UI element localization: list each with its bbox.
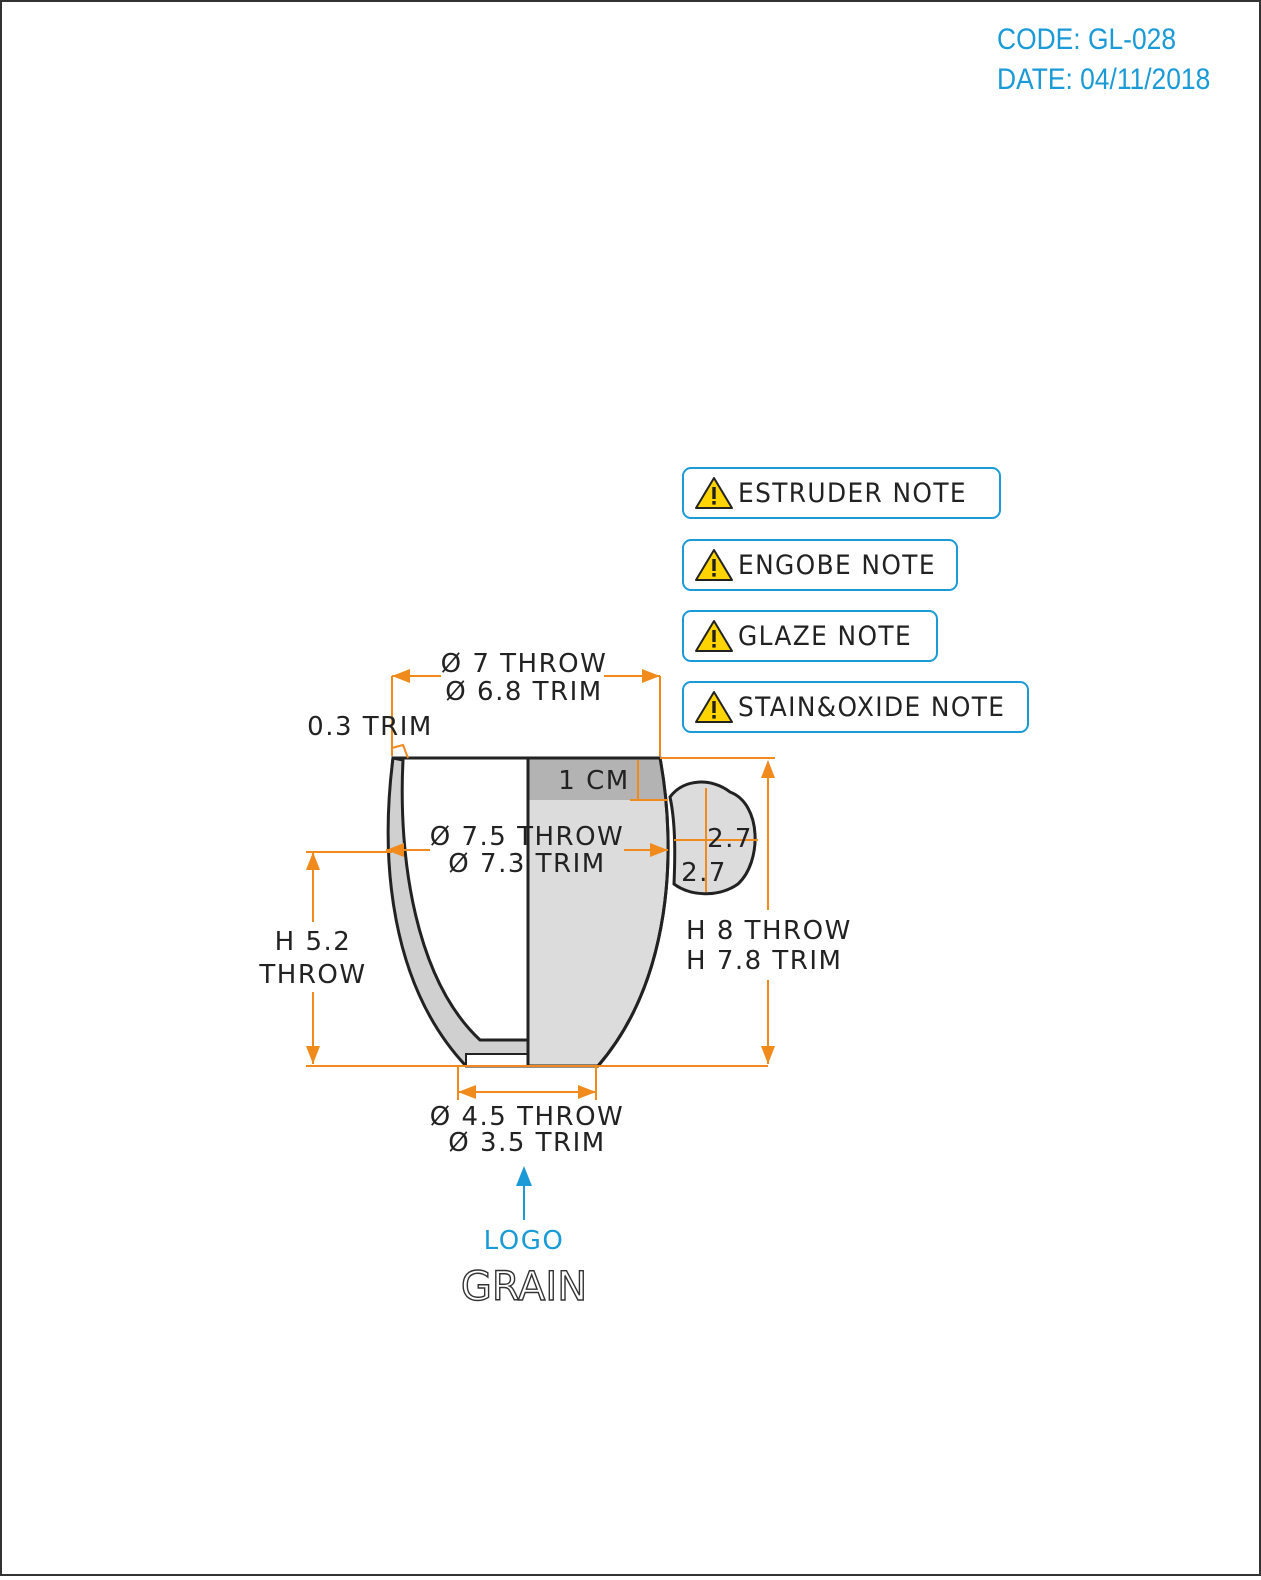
note-estruder[interactable]: ESTRUDER NOTE xyxy=(682,467,1001,519)
mid-diameter-trim: Ø 7.3 TRIM xyxy=(448,849,605,879)
wall-trim-label: 0.3 TRIM xyxy=(307,712,433,742)
note-glaze[interactable]: GLAZE NOTE xyxy=(682,610,938,662)
mid-diameter-throw: Ø 7.5 THROW xyxy=(430,822,625,852)
base-diameter-trim: Ø 3.5 TRIM xyxy=(448,1128,605,1158)
cup-exterior xyxy=(526,756,757,1068)
dimension-arrows xyxy=(306,669,775,1099)
note-stain-oxide[interactable]: STAIN&OXIDE NOTE xyxy=(682,681,1029,733)
handle-height-label: 2.7 xyxy=(681,858,727,888)
title-block: CODE: GL-028 DATE: 04/11/2018 xyxy=(997,20,1210,100)
brand-logo: GRAIN xyxy=(461,1264,587,1310)
logo-pointer xyxy=(516,1166,532,1220)
inner-height-line1: H 5.2 xyxy=(275,927,352,957)
top-diameter-trim: Ø 6.8 TRIM xyxy=(445,677,602,707)
total-height-trim: H 7.8 TRIM xyxy=(686,946,842,976)
foot-ring xyxy=(465,1053,529,1067)
rim-band xyxy=(528,758,667,800)
rim-band-label: 1 CM xyxy=(558,766,629,796)
warning-icon xyxy=(695,549,733,581)
total-height-throw: H 8 THROW xyxy=(686,916,852,946)
cup-handle xyxy=(668,780,757,896)
note-engobe[interactable]: ENGOBE NOTE xyxy=(682,539,958,591)
warning-icon xyxy=(695,620,733,652)
handle-width-label: 2.7 xyxy=(707,824,753,854)
warning-icon xyxy=(695,691,733,723)
warning-icon xyxy=(695,477,733,509)
inner-height-line2: THROW xyxy=(258,960,366,990)
logo-label: LOGO xyxy=(484,1226,565,1256)
base-diameter-throw: Ø 4.5 THROW xyxy=(430,1102,625,1132)
note-label: ENGOBE NOTE xyxy=(738,549,936,581)
note-label: GLAZE NOTE xyxy=(738,620,913,652)
note-label: ESTRUDER NOTE xyxy=(738,477,968,509)
drawing-code: CODE: GL-028 xyxy=(997,23,1177,56)
drawing-date: DATE: 04/11/2018 xyxy=(997,63,1211,96)
note-label: STAIN&OXIDE NOTE xyxy=(738,691,1006,723)
top-diameter-throw: Ø 7 THROW xyxy=(441,649,608,679)
